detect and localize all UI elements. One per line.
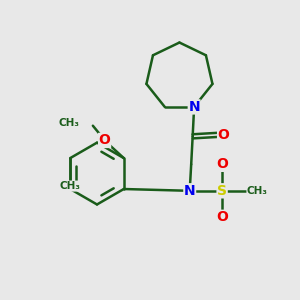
Text: O: O xyxy=(99,134,111,147)
Text: O: O xyxy=(216,157,228,171)
Text: CH₃: CH₃ xyxy=(58,118,80,128)
Text: CH₃: CH₃ xyxy=(247,186,268,196)
Text: N: N xyxy=(188,100,200,114)
Text: CH₃: CH₃ xyxy=(60,181,81,191)
Text: S: S xyxy=(217,184,227,198)
Text: O: O xyxy=(216,210,228,224)
Text: O: O xyxy=(218,128,230,142)
Text: N: N xyxy=(184,184,196,198)
